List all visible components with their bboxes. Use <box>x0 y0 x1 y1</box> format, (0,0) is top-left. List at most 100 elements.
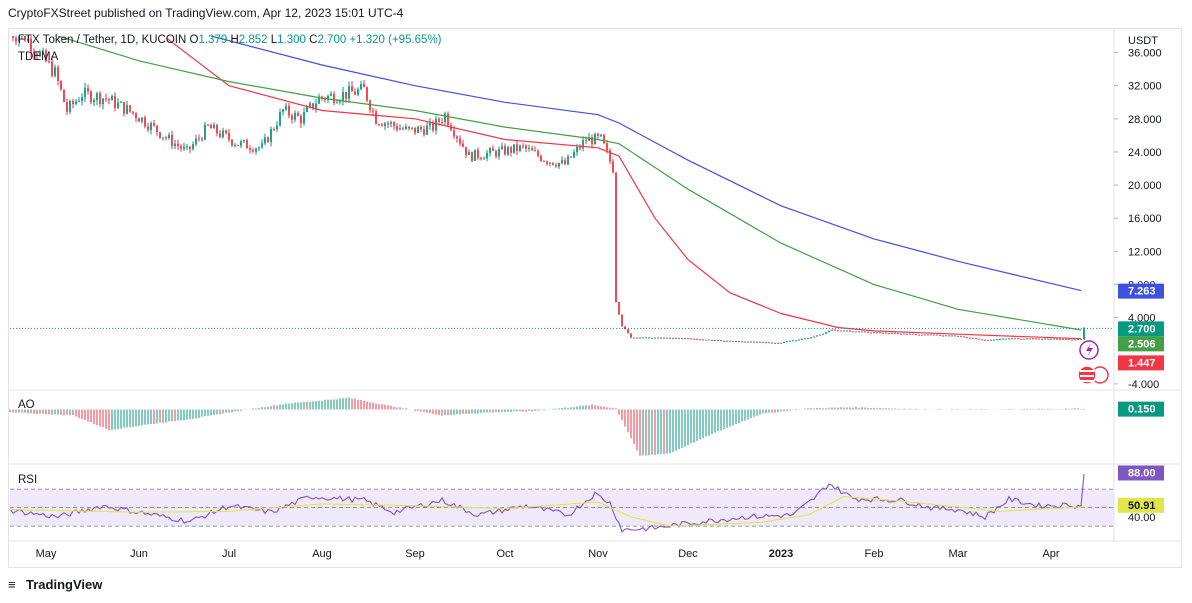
tradingview-brand[interactable]: ≡ TradingView <box>8 577 102 592</box>
candle-body <box>711 340 713 342</box>
candle-body <box>978 338 980 340</box>
candle-body <box>141 117 143 122</box>
candle-body <box>108 98 110 101</box>
candle-body <box>93 100 95 103</box>
candle-body <box>663 337 665 339</box>
candle-body <box>69 101 71 112</box>
candle-body <box>1053 338 1055 340</box>
candle-body <box>192 144 194 150</box>
candle-body <box>159 132 161 138</box>
candle-body <box>57 67 59 82</box>
candle-body <box>165 137 167 139</box>
candle-body <box>186 146 188 148</box>
candle-body <box>207 124 209 126</box>
candle-body <box>480 157 482 159</box>
candle-body <box>726 340 728 342</box>
candle-body <box>876 332 878 334</box>
last-price-badge: 2.700 <box>1128 323 1156 335</box>
candle-body <box>342 91 344 101</box>
y-tick-label: -4.000 <box>1128 379 1159 391</box>
candle-body <box>798 339 800 341</box>
candle-body <box>216 124 218 134</box>
candle-body <box>552 162 554 166</box>
candle-body <box>255 148 257 152</box>
candle-body <box>717 339 719 341</box>
candle-body <box>609 150 611 162</box>
candle-body <box>441 121 443 123</box>
price-badges: 7.263 2.700 2.506 1.447 0.150 88.00 50.91 <box>1077 283 1164 513</box>
candle-body <box>21 36 23 37</box>
candle-body <box>600 134 602 137</box>
candle-body <box>330 93 332 96</box>
candle-body <box>60 81 62 90</box>
candle-body <box>642 337 644 339</box>
candle-body <box>792 340 794 342</box>
candle-body <box>687 338 689 340</box>
rsi-title[interactable]: RSI <box>18 474 38 486</box>
indicator-legend[interactable]: TDEMA <box>18 51 59 63</box>
candle-body <box>318 96 320 104</box>
candle-body <box>762 341 764 343</box>
ema-mid-badge: 2.506 <box>1128 338 1156 350</box>
candle-body <box>378 124 380 126</box>
flag-stripe <box>1080 375 1094 377</box>
x-tick-label: Apr <box>1042 548 1059 560</box>
candle-body <box>222 130 224 137</box>
candle-body <box>345 91 347 99</box>
candle-body <box>579 146 581 149</box>
candle-body <box>162 137 164 139</box>
candle-body <box>312 103 314 109</box>
ema-slow-badge: 7.263 <box>1128 286 1156 298</box>
candle-body <box>750 341 752 343</box>
candle-body <box>45 50 47 62</box>
candle-body <box>414 127 416 133</box>
ao-pane[interactable] <box>9 397 1085 456</box>
rsi-pane[interactable] <box>9 474 1114 533</box>
candle-body <box>879 332 881 334</box>
candle-body <box>432 121 434 131</box>
candle-body <box>351 86 353 92</box>
y-axis-unit: USDT <box>1128 35 1158 47</box>
candle-body <box>918 334 920 336</box>
candle-body <box>582 140 584 149</box>
candle-body <box>153 122 155 126</box>
candle-body <box>969 337 971 339</box>
candle-body <box>1008 338 1010 340</box>
candle-body <box>393 122 395 127</box>
candle-body <box>483 158 485 160</box>
candle-body <box>213 124 215 129</box>
candle-body <box>729 340 731 342</box>
candle-body <box>453 130 455 137</box>
candle-body <box>915 334 917 336</box>
candle-body <box>471 152 473 161</box>
candle-body <box>294 112 296 120</box>
candle-body <box>747 341 749 343</box>
candle-body <box>504 146 506 155</box>
candle-body <box>564 160 566 165</box>
candle-body <box>27 38 29 41</box>
candle-body <box>309 103 311 108</box>
candle-body <box>468 152 470 156</box>
flag-stripe <box>1080 380 1094 382</box>
candle-body <box>993 339 995 341</box>
price-pane[interactable] <box>9 28 1114 344</box>
candle-body <box>444 113 446 123</box>
candle-body <box>657 337 659 339</box>
candle-body <box>477 149 479 158</box>
candle-body <box>624 326 626 330</box>
candle-body <box>759 341 761 343</box>
candle-body <box>156 125 158 133</box>
candle-body <box>612 161 614 173</box>
candle-body <box>177 143 179 147</box>
open-value: 1.379 <box>198 34 228 46</box>
ao-title[interactable]: AO <box>18 399 35 411</box>
candle-body <box>123 101 125 114</box>
candle-body <box>900 333 902 335</box>
candle-body <box>102 98 104 105</box>
candle-body <box>210 124 212 129</box>
low-label: L <box>270 34 278 46</box>
candle-body <box>966 337 968 339</box>
candle-body <box>633 337 635 339</box>
